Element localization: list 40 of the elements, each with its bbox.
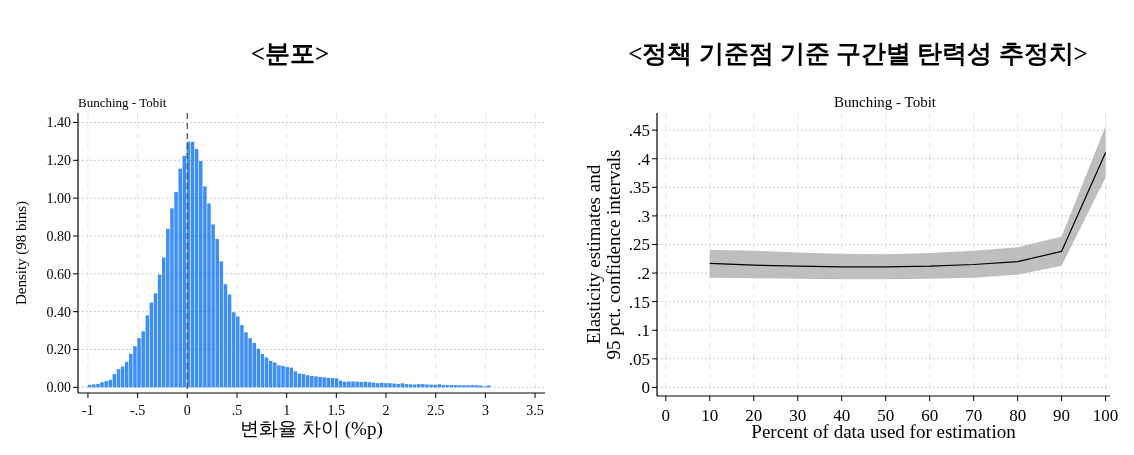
y-tick-label: .45 bbox=[628, 121, 650, 141]
y-tick-label: 0.60 bbox=[46, 266, 71, 282]
x-tick-label: 2 bbox=[382, 403, 390, 418]
y-tick-label: .3 bbox=[637, 206, 650, 226]
y-tick-label: 0.00 bbox=[46, 380, 71, 396]
y-axis-title: Density (98 bins) bbox=[13, 200, 30, 306]
x-tick-label: 100 bbox=[1092, 406, 1119, 425]
y-tick-label: 0.40 bbox=[46, 304, 71, 320]
y-tick-label: .25 bbox=[628, 235, 650, 255]
chart-subtitle: Bunching - Tobit bbox=[833, 94, 937, 110]
x-tick-label: -.5 bbox=[130, 403, 146, 418]
y-tick-label: .4 bbox=[637, 149, 651, 169]
y-tick-label: .1 bbox=[637, 321, 650, 341]
y-tick-label: .2 bbox=[637, 264, 650, 284]
y-tick-label: .05 bbox=[628, 349, 650, 369]
x-tick-label: 3 bbox=[481, 403, 489, 418]
y-tick-label: 1.40 bbox=[46, 115, 71, 131]
x-tick-label: 3.5 bbox=[526, 403, 544, 418]
x-tick-label: 0 bbox=[183, 403, 191, 418]
y-tick-label: .35 bbox=[628, 178, 650, 198]
x-tick-label: 1 bbox=[283, 403, 291, 418]
chart-title: <분포> bbox=[250, 40, 330, 67]
y-tick-label: 0 bbox=[641, 378, 650, 398]
line-series bbox=[709, 151, 1107, 268]
y-tick-label: 1.00 bbox=[46, 191, 71, 207]
y-tick-label: .15 bbox=[628, 292, 650, 312]
y-axis-title: Elasticity estimates and 95 pct. confidence intervals bbox=[583, 149, 624, 360]
y-tick-label: 0.80 bbox=[46, 228, 71, 244]
chart-subtitle: Bunching - Tobit bbox=[78, 95, 167, 110]
y-tick-label: 1.20 bbox=[46, 153, 71, 169]
x-tick-label: -1 bbox=[82, 403, 94, 418]
y-tick-label: 0.20 bbox=[46, 342, 71, 358]
x-tick-label: 2.5 bbox=[426, 403, 445, 418]
x-tick-label: 90 bbox=[1053, 406, 1071, 425]
x-tick-label: 10 bbox=[701, 406, 719, 425]
x-tick-label: 0 bbox=[661, 406, 671, 425]
chart-title: <정책 기준점 기준 구간별 탄력성 추정치> bbox=[628, 40, 1088, 67]
x-tick-label: 1.5 bbox=[327, 403, 346, 418]
x-tick-label: .5 bbox=[231, 403, 243, 418]
x-axis-title: 변화율 차이 (%p) bbox=[240, 418, 383, 440]
